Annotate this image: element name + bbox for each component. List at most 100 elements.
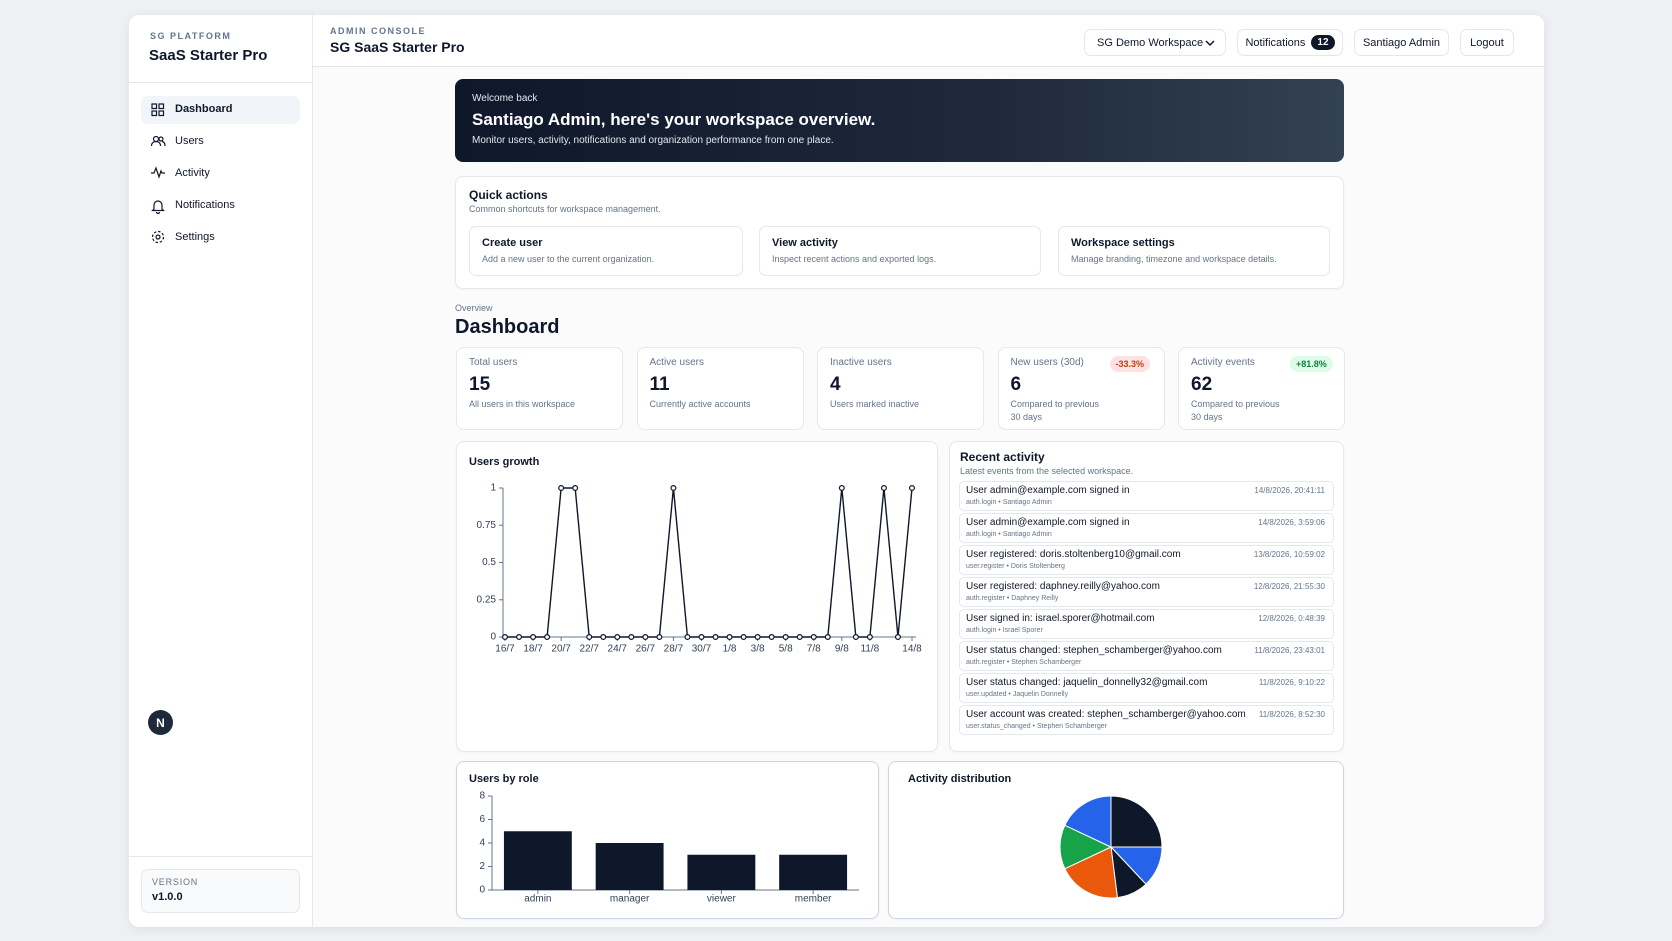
activity-time: 11/8/2026, 8:52:30 [1258,710,1325,719]
quick-action[interactable] [759,226,1041,276]
avatar-initial: N [156,715,165,730]
stat-label: Activity events [1191,357,1255,368]
activity-item [959,609,1334,639]
logout-label: Logout [1470,36,1504,49]
activity-time: 14/8/2026, 20:41:11 [1254,486,1325,495]
recent-activity-title: Recent activity [960,450,1045,464]
stat-label: Active users [649,357,704,368]
workspace-select[interactable]: SG Demo Workspace [1084,29,1226,56]
stat-change: +81.8% [1290,356,1333,372]
nav-item[interactable]: Users [175,135,204,147]
chart-title: Activity distribution [908,773,1012,785]
nav-item[interactable]: Notifications [175,199,235,211]
activity-title: User signed in: israel.sporer@hotmail.co… [966,613,1155,624]
quick-action[interactable] [1058,226,1330,276]
overview-kicker: Overview [455,303,493,313]
activity-title: User admin@example.com signed in [966,485,1130,496]
stat-label: Inactive users [830,357,892,368]
hero-title: Santiago Admin, here's your workspace ov… [472,110,876,129]
stat-label: New users (30d) [1010,357,1084,368]
activity-title: User account was created: stephen_schamb… [966,709,1246,720]
workspace-name: SG Demo Workspace [1097,36,1204,49]
nav-icons [150,103,166,244]
activity-title: User status changed: jaquelin_donnelly32… [966,677,1208,688]
users-growth-card [456,441,938,752]
activity-time: 12/8/2026, 0:48:39 [1258,614,1325,623]
activity-time: 14/8/2026, 3:59:06 [1258,518,1325,527]
recent-activity-subtitle: Latest events from the selected workspac… [960,466,1134,476]
stat-card [817,347,984,430]
activity-meta: auth.login • Santiago Admin [966,499,1052,506]
stat-change: -33.3% [1109,356,1151,372]
stat-description: Currently active accounts [649,399,751,409]
activity-meta: auth.register • Daphney Reilly [966,595,1059,602]
sidebar-divider [129,856,312,857]
activity-item [959,577,1334,607]
user-name: Santiago Admin [1362,36,1441,49]
nav-item[interactable]: Activity [175,167,210,179]
stat-description: Users marked inactive [830,399,920,409]
quick-action-description: Add a new user to the current organizati… [482,254,655,264]
icon-activity [151,166,165,179]
activity-time: 13/8/2026, 10:59:02 [1253,550,1325,559]
activity-time: 11/8/2026, 9:10:22 [1258,678,1325,687]
icon-users [150,135,166,147]
hero-subtitle: Monitor users, activity, notifications a… [472,135,834,146]
activity-meta: auth.login • Santiago Admin [966,531,1052,538]
quick-action-title: Workspace settings [1071,237,1175,249]
notifications-label: Notifications [1245,36,1306,49]
activity-title: User admin@example.com signed in [966,517,1130,528]
icon-bell [151,200,165,215]
activity-item [959,481,1334,511]
activity-time: 12/8/2026, 21:55:30 [1253,582,1325,591]
user-button[interactable]: Santiago Admin [1354,29,1449,56]
notification-count: 12 [1311,35,1335,50]
activity-meta: auth.login • Israel Sporer [966,627,1043,634]
stat-description: Compared to previous 30 days [1191,399,1280,422]
activity-item [959,513,1334,543]
activity-title: User registered: daphney.reilly@yahoo.co… [966,581,1160,592]
quick-action-title: View activity [772,237,838,249]
nav-item[interactable]: Dashboard [175,103,233,115]
stat-card [456,347,623,430]
stat-description: All users in this workspace [469,399,576,409]
stat-value: 62 [1191,374,1213,395]
header-kicker: ADMIN CONSOLE [330,26,426,36]
quick-action-description: Manage branding, timezone and workspace … [1071,254,1277,264]
brand: SaaS Starter Pro [149,47,268,64]
notifications-button[interactable]: Notifications 12 [1237,29,1343,56]
activity-item [959,705,1334,735]
hero [455,79,1344,162]
activity-meta: user.updated • Jaquelin Donnelly [966,691,1069,698]
stat-card [636,347,804,430]
activity-item [959,545,1334,575]
version-label: VERSION [152,877,199,887]
stat-value: 15 [469,374,491,395]
chevron [1205,39,1215,46]
stat-value: 4 [830,374,841,395]
hero-kicker: Welcome back [472,93,538,104]
quick-actions-subtitle: Common shortcuts for workspace managemen… [469,204,661,214]
quick-action-title: Create user [482,237,543,249]
brand-kicker: SG PLATFORM [150,31,232,41]
activity-title: User status changed: stephen_schamberger… [966,645,1222,656]
stat-label: Total users [469,357,518,368]
nav-item[interactable]: Settings [175,231,215,243]
activity-item [959,673,1334,703]
version: v1.0.0 [152,891,183,903]
activity-time: 11/8/2026, 23:43:01 [1254,646,1325,655]
nav-active-bg [141,96,300,124]
avatar[interactable]: N [148,710,173,735]
activity-item [959,641,1334,671]
header-title: SG SaaS Starter Pro [330,39,465,55]
activity-meta: auth.register • Stephen Schamberger [966,659,1082,666]
stat-value: 6 [1010,374,1022,395]
version-box [141,869,300,913]
activity-title: User registered: doris.stoltenberg10@gma… [966,549,1181,560]
chart-title: Users by role [469,773,539,785]
quick-action[interactable] [469,226,743,276]
logout-button[interactable]: Logout [1460,29,1514,56]
quick-actions-title: Quick actions [469,188,548,202]
activity-meta: user.register • Doris Stoltenberg [966,563,1065,570]
